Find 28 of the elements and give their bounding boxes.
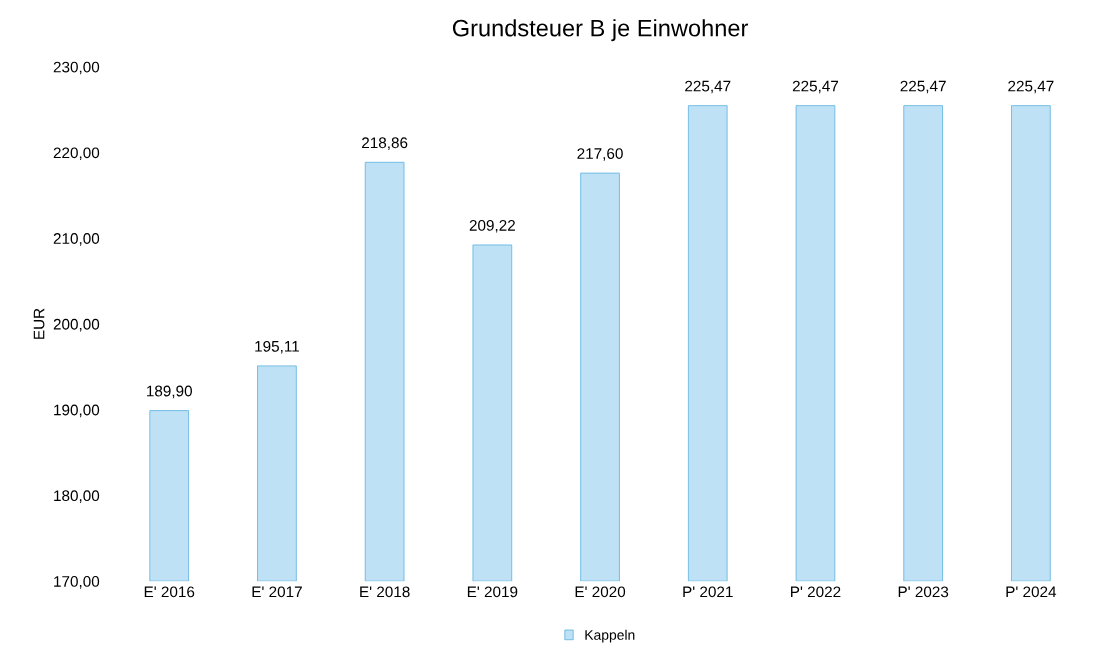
x-tick-label: E' 2019	[467, 586, 518, 598]
data-label: 218,86	[362, 137, 408, 150]
chart-title: Grundsteuer B je Einwohner	[452, 19, 748, 42]
y-tick-label: 170,00	[54, 576, 100, 589]
data-label: 225,47	[900, 80, 946, 94]
x-tick-label: E' 2017	[252, 586, 302, 598]
legend-label: Kappeln	[585, 629, 635, 643]
data-label: 225,47	[1008, 80, 1054, 94]
y-tick-label: 230,00	[53, 61, 100, 75]
data-label: 225,47	[792, 80, 839, 94]
data-label: 189,90	[147, 385, 192, 399]
y-axis-title: EUR	[33, 308, 45, 339]
y-tick-label: 220,00	[53, 147, 100, 161]
x-tick-label: P' 2023	[898, 586, 949, 598]
x-tick-label: P' 2024	[1006, 586, 1057, 598]
y-tick-label: 200,00	[53, 318, 100, 332]
y-tick-label: 180,00	[54, 490, 100, 503]
data-label: 195,11	[255, 340, 299, 354]
x-tick-label: P' 2021	[683, 586, 733, 598]
x-tick-label: E' 2020	[575, 586, 626, 598]
data-label: 217,60	[577, 148, 623, 161]
x-tick-label: E' 2018	[360, 586, 410, 598]
data-label: 209,22	[469, 219, 515, 233]
data-label: 225,47	[685, 80, 731, 94]
y-tick-label: 190,00	[54, 404, 100, 418]
x-tick-label: E' 2016	[144, 586, 195, 598]
x-tick-label: P' 2022	[791, 586, 841, 598]
y-tick-label: 210,00	[53, 233, 100, 246]
